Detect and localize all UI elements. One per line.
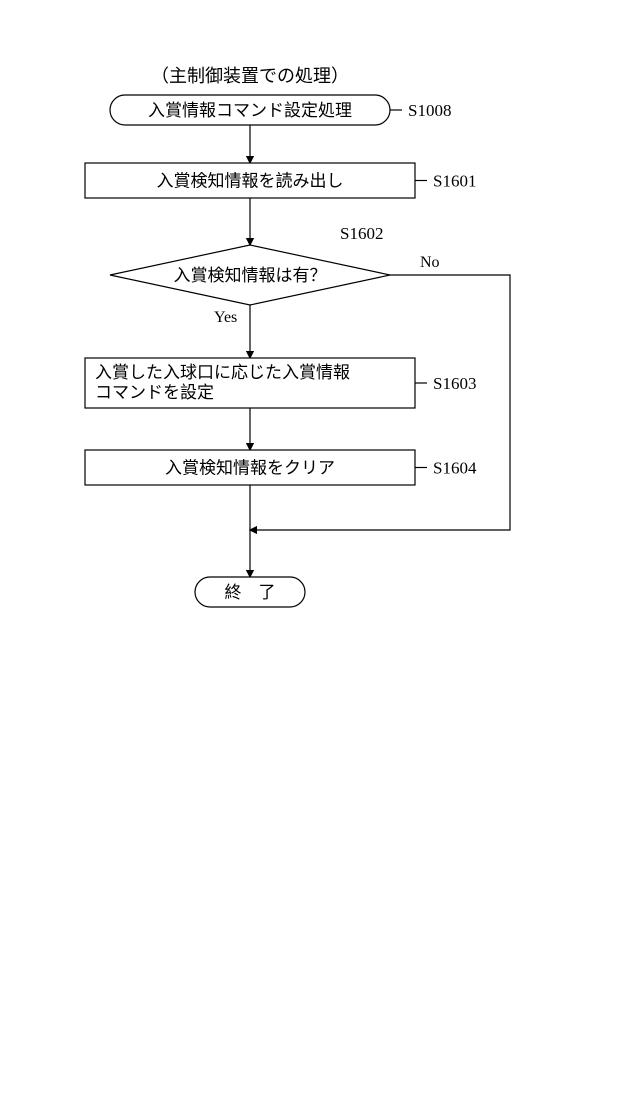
start-text: 入賞情報コマンド設定処理: [148, 101, 352, 120]
flowchart-header: （主制御装置での処理）: [151, 66, 349, 86]
flowchart-canvas: （主制御装置での処理） 入賞情報コマンド設定処理 S1008 入賞検知情報を読み出し S…: [0, 0, 640, 700]
s1603-text-0: 入賞した入球口に応じた入賞情報: [95, 363, 350, 382]
s1602-yes: Yes: [214, 309, 237, 326]
s1602-label: S1602: [340, 224, 383, 243]
s1603-text-1: コマンドを設定: [95, 383, 214, 402]
start-label: S1008: [408, 101, 451, 120]
s1601-label: S1601: [433, 171, 476, 190]
s1602-no: No: [420, 254, 440, 271]
s1601-text: 入賞検知情報を読み出し: [157, 171, 344, 190]
s1604-text: 入賞検知情報をクリア: [165, 458, 335, 477]
end-text: 終 了: [225, 583, 276, 602]
s1602-text: 入賞検知情報は有？: [174, 266, 327, 285]
s1604-label: S1604: [433, 458, 477, 477]
s1603-label: S1603: [433, 374, 476, 393]
